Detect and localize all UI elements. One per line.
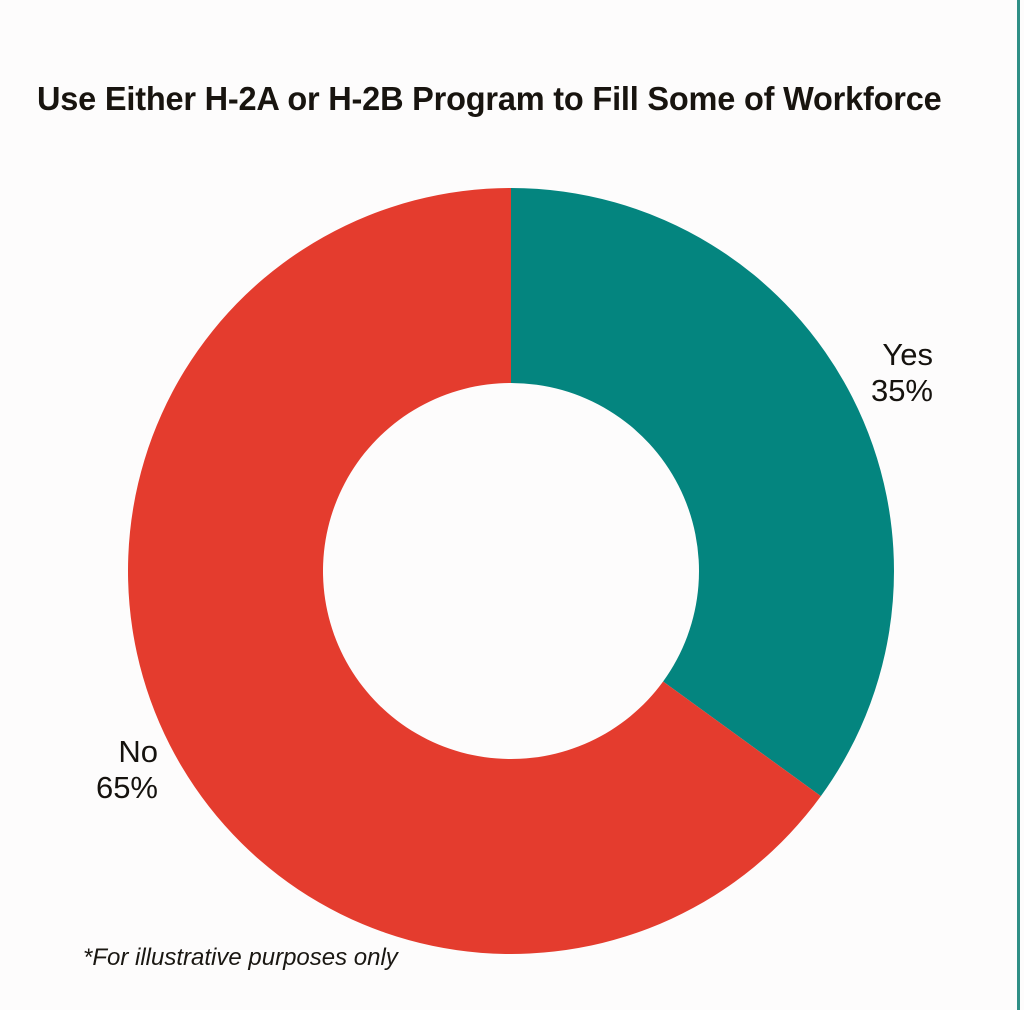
- right-edge-accent-rule: [1017, 0, 1020, 1010]
- slice-label-no: No 65%: [0, 734, 158, 806]
- page-title: Use Either H-2A or H-2B Program to Fill …: [37, 80, 942, 117]
- slice-label-yes: Yes 35%: [693, 337, 933, 409]
- slice-label-no-value: 65%: [95, 770, 158, 805]
- donut-slice-group: [127, 188, 894, 954]
- chart-footnote: *For illustrative purposes only: [83, 944, 398, 971]
- donut-slice-no: [127, 188, 821, 954]
- slice-label-yes-name: Yes: [882, 337, 933, 372]
- slice-label-yes-value: 35%: [870, 373, 933, 408]
- slice-label-no-name: No: [118, 734, 158, 769]
- donut-slice-yes: [511, 188, 894, 797]
